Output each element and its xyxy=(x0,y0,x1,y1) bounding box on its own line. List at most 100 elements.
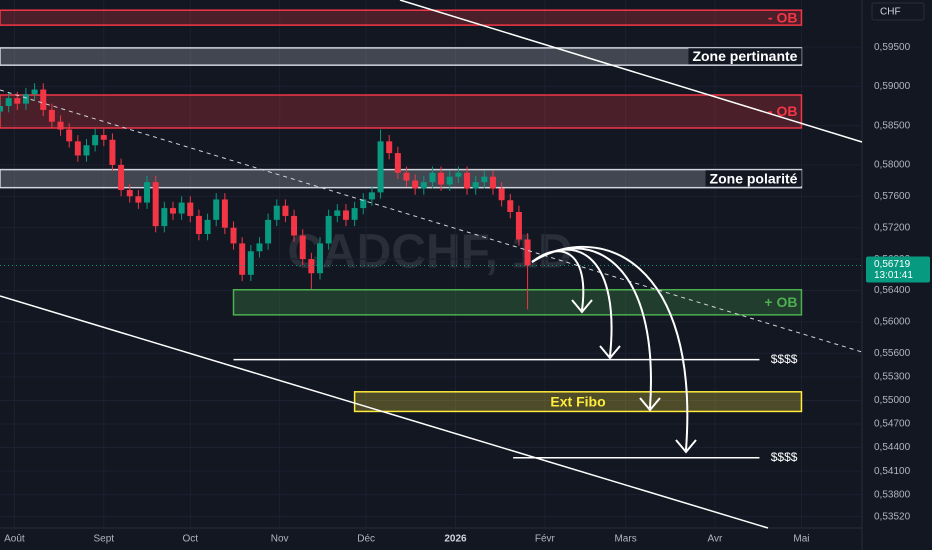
y-tick-label: 0,57200 xyxy=(874,222,911,233)
candle-body xyxy=(282,205,289,216)
candle-body xyxy=(40,89,47,110)
candle-body xyxy=(135,196,142,203)
candle-body xyxy=(515,212,522,240)
candle-body xyxy=(438,172,445,185)
candle-body xyxy=(334,210,341,216)
y-tick-label: 0,55600 xyxy=(874,348,911,359)
candle-body xyxy=(161,208,168,227)
candle-body xyxy=(66,129,73,142)
y-tick-label: 0,53520 xyxy=(874,511,911,522)
level-label: $$$$ xyxy=(771,352,798,366)
candle-body xyxy=(31,89,38,95)
y-tick-label: 0,57600 xyxy=(874,191,911,202)
candle-body xyxy=(100,135,107,140)
currency: CHF xyxy=(880,7,901,18)
x-tick-label: Oct xyxy=(182,534,198,545)
candle-body xyxy=(524,239,531,266)
candle-body xyxy=(489,176,496,189)
last-price-box xyxy=(866,256,930,283)
zones: - OB Zone pertinante - OB Zone polarité + OB… xyxy=(0,9,803,464)
candle-body xyxy=(74,141,81,156)
x-tick-label: Déc xyxy=(357,534,375,545)
candle-body xyxy=(83,145,90,156)
candle-body xyxy=(317,243,324,274)
trend-line xyxy=(0,89,863,353)
candle-body xyxy=(472,182,479,189)
y-tick-label: 0,56000 xyxy=(874,317,911,328)
candle-body xyxy=(118,164,125,191)
x-tick-label: Févr xyxy=(535,534,556,545)
x-tick-label: 2026 xyxy=(444,534,467,545)
x-tick-label: Nov xyxy=(271,534,289,545)
candle-body xyxy=(204,219,211,234)
x-tick-label: Mai xyxy=(793,534,809,545)
candle-body xyxy=(412,180,419,189)
candle-body xyxy=(22,94,29,104)
level-label: $$$$ xyxy=(771,450,798,464)
candle-body xyxy=(239,243,246,275)
currency-box xyxy=(871,2,925,21)
zone-label: + OB xyxy=(764,294,797,310)
grid xyxy=(0,0,862,530)
y-tick-label: 0,58500 xyxy=(874,120,911,131)
zone-label: - OB xyxy=(768,103,798,119)
candle-body xyxy=(221,199,228,228)
zone-label-bg xyxy=(688,48,802,65)
candle-body xyxy=(507,200,514,212)
y-tick-label: 0,56400 xyxy=(874,285,911,296)
zone xyxy=(0,47,803,66)
candle-body xyxy=(498,188,505,201)
y-tick-label: 0,59000 xyxy=(874,81,911,92)
candle-body xyxy=(256,243,263,252)
candle-body xyxy=(481,176,488,183)
zone-label: Ext Fibo xyxy=(550,393,605,409)
candle-body xyxy=(273,205,280,220)
countdown: 13:01:41 xyxy=(874,270,913,281)
candle-body xyxy=(169,208,176,214)
candle-body xyxy=(455,172,462,177)
zone-label: - OB xyxy=(768,9,798,25)
candle-body xyxy=(144,182,151,203)
zone xyxy=(232,288,803,316)
candle-body xyxy=(14,98,21,104)
candle-body xyxy=(230,227,237,244)
y-tick-label: 0,54100 xyxy=(874,466,911,477)
zone xyxy=(0,94,803,129)
candle-body xyxy=(0,106,3,112)
candle-body xyxy=(446,176,453,185)
candle-body xyxy=(360,199,367,209)
last-price-label: 0,56719 xyxy=(874,259,911,270)
zone-label-bg xyxy=(705,170,802,187)
candle-body xyxy=(265,219,272,244)
candle-body xyxy=(308,259,315,274)
candle-body xyxy=(152,182,159,227)
candle-body xyxy=(178,202,185,214)
candle-body xyxy=(48,109,55,122)
trend-line xyxy=(399,0,863,143)
x-tick-label: Août xyxy=(4,534,25,545)
candle-body xyxy=(57,121,64,130)
candle-body xyxy=(368,192,375,200)
candles xyxy=(0,83,862,310)
zone xyxy=(353,391,803,413)
candle-body xyxy=(429,172,436,183)
y-tick-label: 0,54400 xyxy=(874,442,911,453)
y-tick-label: 0,59500 xyxy=(874,42,911,53)
candle-body xyxy=(213,199,220,220)
candle-body xyxy=(403,172,410,181)
trend-line xyxy=(0,295,769,529)
y-tick-label: 0,55000 xyxy=(874,395,911,406)
candle-body xyxy=(247,251,254,275)
zone-label: Zone pertinante xyxy=(692,48,797,64)
candle-body xyxy=(377,141,384,193)
candle-body xyxy=(109,139,116,165)
zone-label: Zone polarité xyxy=(710,170,798,186)
y-tick-label: 0,55300 xyxy=(874,372,911,383)
candle-body xyxy=(351,208,358,220)
x-tick-label: Sept xyxy=(93,534,114,545)
candle-body xyxy=(126,190,133,197)
candle-body xyxy=(386,141,393,154)
candle-body xyxy=(195,215,202,234)
